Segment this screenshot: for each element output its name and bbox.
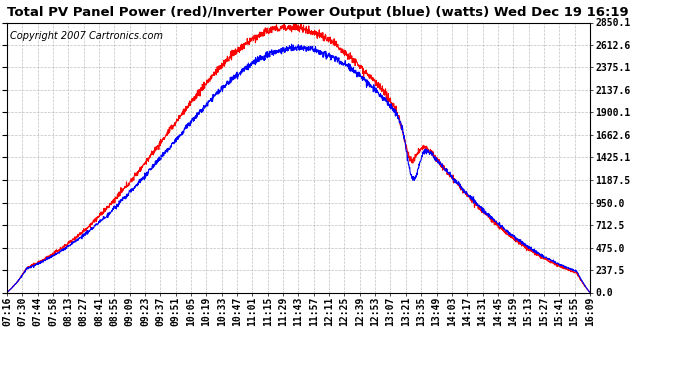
Text: Copyright 2007 Cartronics.com: Copyright 2007 Cartronics.com (10, 31, 163, 40)
Text: Total PV Panel Power (red)/Inverter Power Output (blue) (watts) Wed Dec 19 16:19: Total PV Panel Power (red)/Inverter Powe… (7, 6, 629, 19)
